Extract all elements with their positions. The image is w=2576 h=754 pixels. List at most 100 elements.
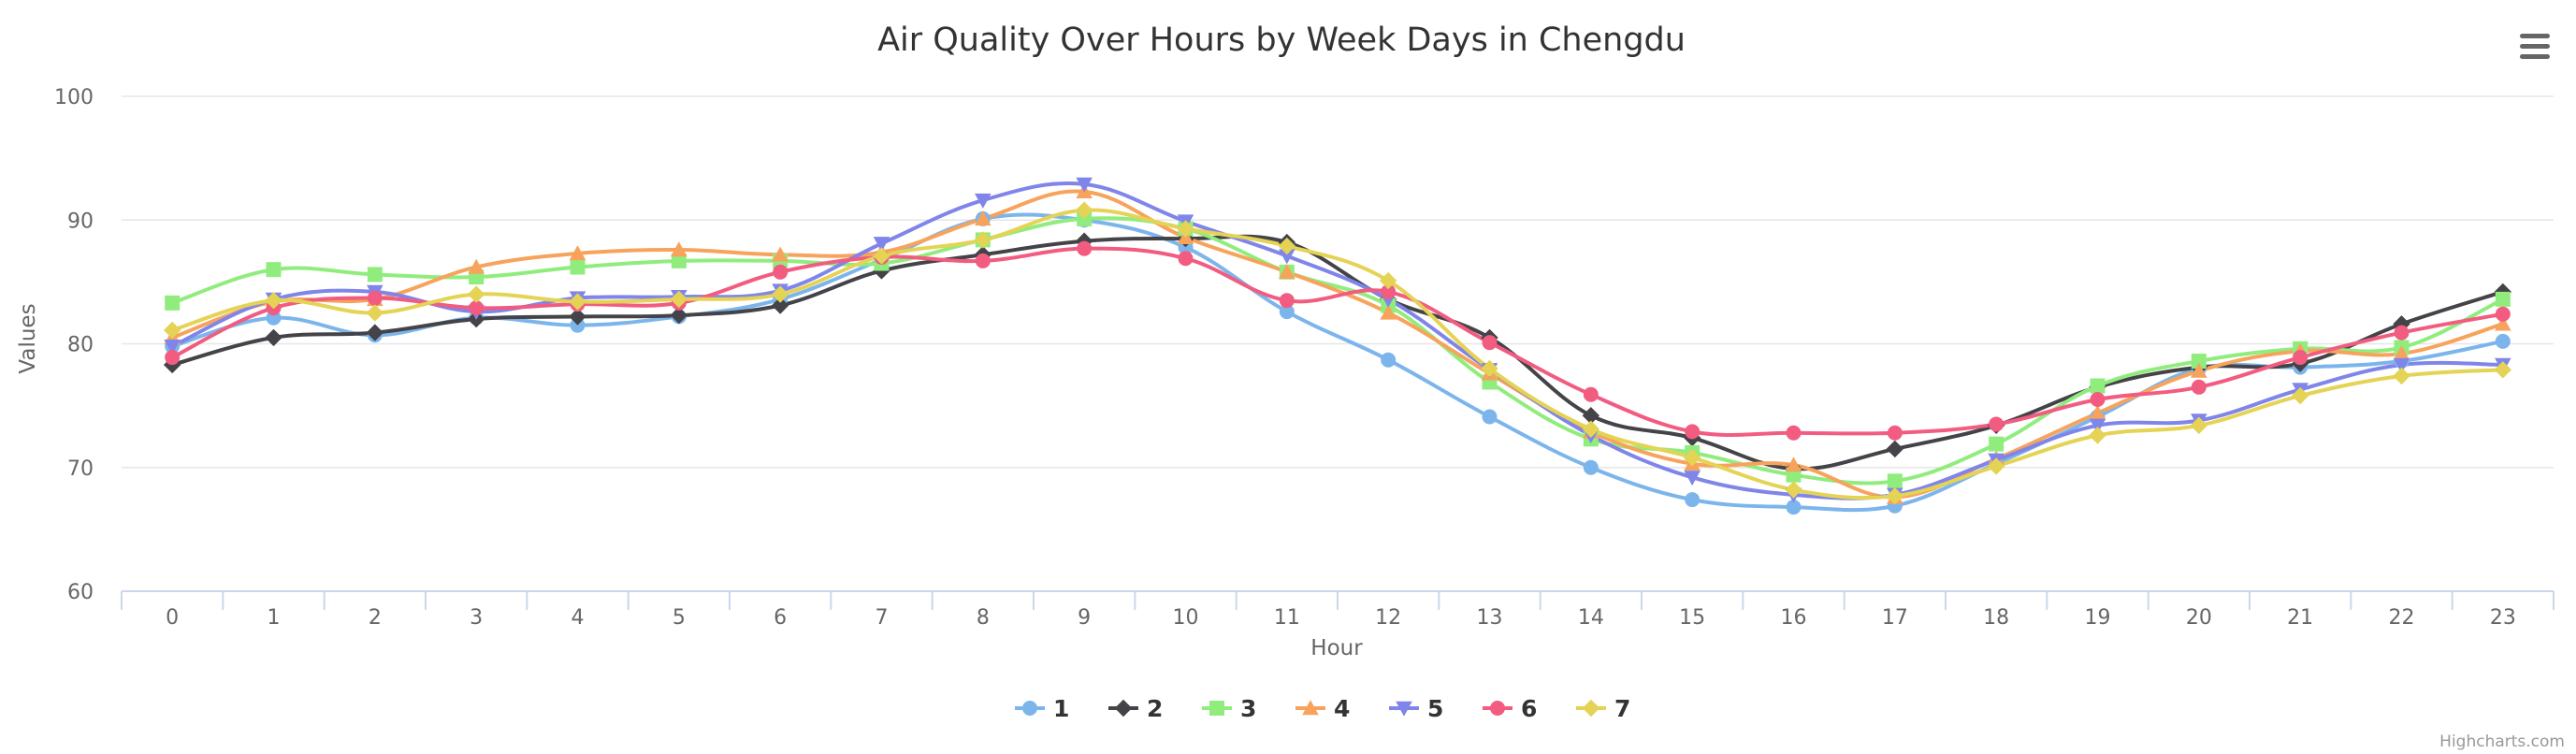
legend-symbol-5[interactable] [1396,701,1412,717]
legend-item-2[interactable]: 2 [1108,695,1163,722]
data-point-series-3[interactable] [367,267,383,283]
data-point-series-4[interactable] [468,258,485,274]
data-point-series-6[interactable] [2394,325,2410,341]
data-point-series-4[interactable] [671,241,687,257]
data-point-series-3[interactable] [1887,473,1903,489]
data-point-series-6[interactable] [1685,424,1700,440]
data-point-series-5[interactable] [1076,177,1093,193]
data-point-series-7[interactable] [2089,427,2106,444]
data-point-series-5[interactable] [975,193,991,209]
data-point-series-6[interactable] [2495,306,2511,322]
credits-link[interactable]: Highcharts.com [2439,732,2565,751]
data-point-series-2[interactable] [771,297,789,314]
data-point-series-4[interactable] [2191,362,2207,378]
data-point-series-2[interactable] [1886,440,1904,458]
legend-item-5[interactable]: 5 [1389,695,1443,722]
data-point-series-6[interactable] [975,253,991,268]
data-point-series-7[interactable] [1278,237,1296,255]
data-point-series-6[interactable] [367,290,383,306]
data-point-series-6[interactable] [1077,240,1093,256]
data-point-series-1[interactable] [1685,492,1700,508]
data-point-series-4[interactable] [2495,315,2511,331]
legend-symbol-3[interactable] [1209,701,1224,716]
data-point-series-7[interactable] [366,304,384,322]
data-point-series-3[interactable] [1077,210,1093,226]
data-point-series-1[interactable] [1786,500,1802,515]
series-line-7[interactable] [170,208,2505,500]
data-point-series-7[interactable] [2494,361,2512,379]
data-point-series-7[interactable] [1785,481,1802,499]
data-point-series-1[interactable] [2495,333,2511,349]
data-point-series-6[interactable] [165,350,181,366]
data-point-series-5[interactable] [164,339,181,355]
data-point-series-7[interactable] [2190,416,2208,434]
context-menu-button[interactable] [2520,34,2550,59]
data-point-series-6[interactable] [1887,425,1903,441]
series-line-5[interactable] [170,181,2505,500]
data-point-series-4[interactable] [1785,457,1802,472]
data-point-series-7[interactable] [670,290,688,309]
data-point-series-1[interactable] [1381,352,1397,368]
data-point-series-7[interactable] [771,285,789,303]
data-point-series-6[interactable] [1279,293,1295,309]
data-point-series-4[interactable] [569,245,586,261]
data-point-series-7[interactable] [1582,420,1600,438]
data-point-series-2[interactable] [265,328,282,347]
data-point-series-5[interactable] [2393,357,2410,373]
data-point-series-7[interactable] [1379,271,1397,290]
series-line-4[interactable] [170,189,2505,500]
data-point-series-2[interactable] [1582,407,1600,425]
data-point-series-2[interactable] [2393,315,2410,333]
legend-item-6[interactable]: 6 [1483,695,1537,722]
data-point-series-6[interactable] [1583,386,1599,402]
data-point-series-7[interactable] [873,247,890,265]
legend-symbol-1[interactable] [1022,701,1037,716]
data-point-series-4[interactable] [2089,404,2106,420]
legend-item-1[interactable]: 1 [1015,695,1069,722]
data-point-series-2[interactable] [569,308,586,326]
data-point-series-6[interactable] [2090,392,2106,408]
data-point-series-7[interactable] [265,292,282,310]
data-point-series-6[interactable] [2191,379,2207,395]
data-point-series-7[interactable] [1886,486,1904,505]
data-point-series-6[interactable] [1786,425,1802,441]
data-point-series-1[interactable] [1583,459,1599,475]
data-point-series-7[interactable] [1075,201,1093,219]
legend-item-7[interactable]: 7 [1576,695,1630,722]
series-line-2[interactable] [170,234,2505,471]
data-point-series-7[interactable] [1481,359,1498,378]
data-point-series-4[interactable] [1380,304,1397,320]
legend-symbol-2[interactable] [1114,699,1133,718]
data-point-series-5[interactable] [1279,249,1295,265]
data-point-series-3[interactable] [266,262,282,278]
data-point-series-6[interactable] [1178,251,1194,267]
data-point-series-7[interactable] [2291,386,2309,405]
legend-item-3[interactable]: 3 [1202,695,1256,722]
data-point-series-2[interactable] [366,324,384,341]
data-point-series-5[interactable] [873,237,890,253]
data-point-series-4[interactable] [2393,345,2410,361]
data-point-series-7[interactable] [974,231,992,249]
data-point-series-1[interactable] [1279,304,1295,320]
data-point-series-4[interactable] [975,210,991,226]
data-point-series-5[interactable] [2089,418,2106,434]
data-point-series-6[interactable] [1482,335,1498,351]
data-point-series-4[interactable] [772,246,789,262]
data-point-series-3[interactable] [570,259,586,275]
legend-symbol-4[interactable] [1302,700,1319,716]
data-point-series-5[interactable] [1684,471,1700,486]
data-point-series-7[interactable] [163,321,181,340]
data-point-series-3[interactable] [2191,354,2207,370]
data-point-series-7[interactable] [569,293,586,311]
data-point-series-4[interactable] [1279,263,1295,279]
legend-symbol-7[interactable] [1582,699,1600,718]
data-point-series-7[interactable] [1987,457,2005,475]
legend-symbol-6[interactable] [1490,701,1505,716]
data-point-series-3[interactable] [2090,378,2106,394]
data-point-series-6[interactable] [469,300,485,316]
data-point-series-7[interactable] [467,285,485,303]
data-point-series-3[interactable] [165,295,181,311]
data-point-series-6[interactable] [2293,350,2308,366]
data-point-series-3[interactable] [2495,291,2511,307]
data-point-series-7[interactable] [1683,448,1701,467]
